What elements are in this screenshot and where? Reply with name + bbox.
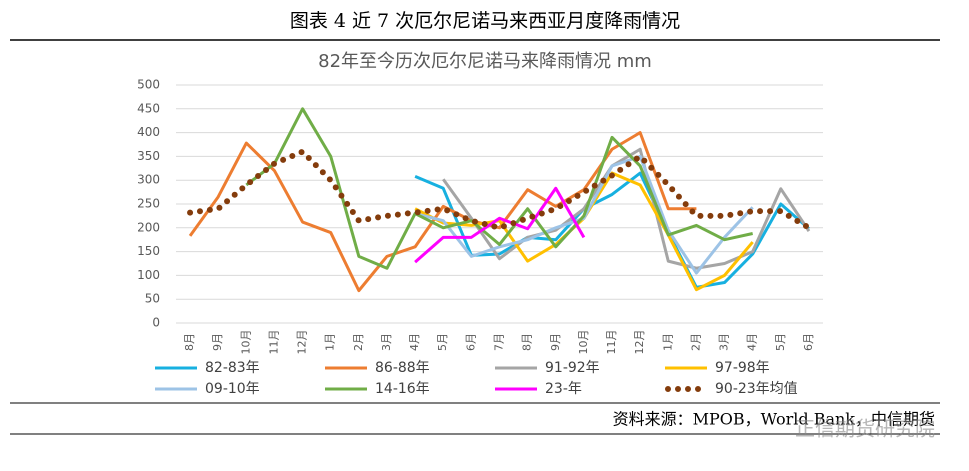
x-tick-label: 2月 — [689, 333, 702, 351]
series-line — [245, 107, 753, 270]
legend-label: 82-83年 — [205, 360, 260, 376]
x-tick-label: 5月 — [774, 333, 787, 351]
x-tick-label: 10月 — [577, 330, 590, 355]
x-tick-label: 4月 — [408, 333, 421, 351]
series-line — [188, 131, 697, 293]
legend-label: 91-92年 — [545, 360, 600, 376]
source: 资料来源：MPOB，World Bank，中信期货 — [613, 410, 935, 429]
legend-label: 23-年 — [545, 381, 582, 397]
x-tick-label: 9月 — [211, 333, 224, 351]
chart-title: 82年至今历次厄尔尼诺马来降雨情况 mm — [318, 51, 652, 72]
x-tick-label: 10月 — [239, 330, 252, 355]
x-tick-label: 5月 — [436, 333, 449, 351]
x-tick-label: 3月 — [380, 333, 393, 351]
x-tick-label: 11月 — [605, 330, 618, 355]
x-tick-label: 12月 — [296, 330, 309, 355]
legend-label: 09-10年 — [205, 381, 260, 397]
series-line — [414, 154, 754, 275]
y-tick-label: 450 — [137, 101, 160, 115]
y-tick-label: 50 — [145, 292, 160, 306]
x-tick-label: 6月 — [464, 333, 477, 351]
watermark: 正信期货研究院 — [795, 417, 935, 441]
y-tick-label: 0 — [152, 316, 160, 330]
legend-label: 90-23年均值 — [715, 381, 798, 397]
x-tick-label: 11月 — [267, 330, 280, 355]
caption: 图表 4 近 7 次厄尔尼诺马来西亚月度降雨情况 — [290, 10, 680, 32]
series-line — [187, 148, 812, 231]
y-tick-label: 150 — [137, 244, 160, 258]
x-tick-label: 2月 — [352, 333, 365, 351]
legend-label: 14-16年 — [375, 381, 430, 397]
x-tick-label: 3月 — [718, 333, 731, 351]
x-tick-label: 8月 — [521, 333, 534, 351]
y-tick-label: 200 — [137, 220, 160, 234]
y-tick-label: 250 — [137, 197, 160, 211]
series-line — [414, 171, 810, 289]
series-line — [414, 186, 586, 264]
x-tick-label: 7月 — [493, 333, 506, 351]
x-tick-label: 1月 — [324, 333, 337, 351]
y-tick-label: 400 — [137, 125, 160, 139]
x-tick-label: 12月 — [633, 330, 646, 355]
x-tick-label: 8月 — [183, 333, 196, 351]
x-tick-label: 9月 — [549, 333, 562, 351]
y-tick-label: 500 — [137, 78, 160, 92]
y-tick-label: 350 — [137, 149, 160, 163]
y-tick-label: 100 — [137, 268, 160, 282]
legend-label: 97-98年 — [715, 360, 770, 376]
y-tick-label: 300 — [137, 173, 160, 187]
series-line — [442, 147, 811, 270]
legend-label: 86-88年 — [375, 360, 430, 376]
x-tick-label: 4月 — [746, 333, 759, 351]
x-tick-label: 6月 — [802, 333, 815, 351]
x-tick-label: 1月 — [661, 333, 674, 351]
